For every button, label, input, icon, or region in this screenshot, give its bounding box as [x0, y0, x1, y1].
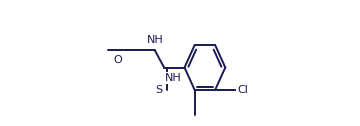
- Text: O: O: [113, 55, 122, 65]
- Text: NH: NH: [147, 35, 163, 45]
- Text: S: S: [155, 85, 162, 95]
- Text: Cl: Cl: [237, 85, 248, 95]
- Text: NH: NH: [165, 73, 182, 83]
